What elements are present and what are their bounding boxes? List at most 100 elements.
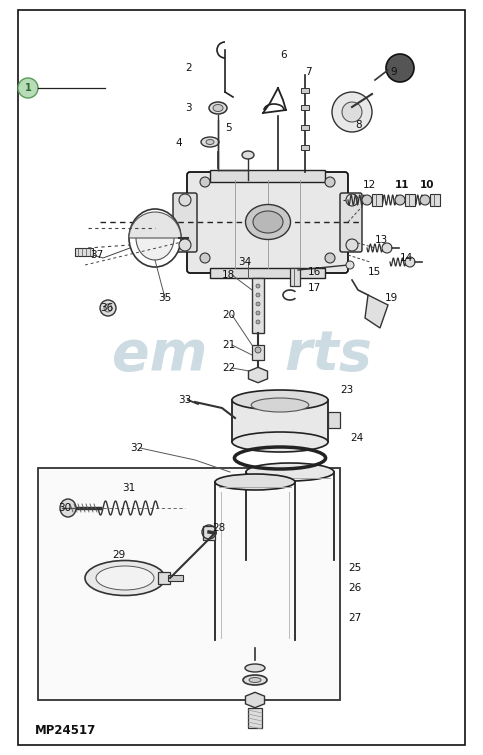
Text: 12: 12 [363, 180, 376, 190]
Ellipse shape [246, 463, 334, 481]
Circle shape [256, 311, 260, 315]
Text: 15: 15 [368, 267, 381, 277]
Text: 8: 8 [355, 120, 362, 130]
Ellipse shape [243, 675, 267, 685]
Circle shape [255, 347, 261, 353]
Bar [301, 125, 309, 130]
Circle shape [395, 195, 405, 205]
Text: 11: 11 [395, 180, 410, 190]
Ellipse shape [245, 664, 265, 672]
Bar [203, 526, 215, 540]
Bar [301, 105, 309, 110]
Text: 35: 35 [158, 293, 171, 303]
Polygon shape [365, 295, 388, 328]
Circle shape [362, 195, 372, 205]
Text: 23: 23 [340, 385, 353, 395]
Ellipse shape [136, 216, 174, 260]
Bar [290, 268, 300, 286]
Bar [252, 278, 264, 333]
Ellipse shape [206, 140, 214, 144]
Bar [301, 88, 309, 93]
Text: 31: 31 [122, 483, 135, 493]
Text: 20: 20 [222, 310, 235, 320]
Text: 7: 7 [305, 67, 312, 77]
Ellipse shape [96, 566, 154, 590]
Circle shape [405, 257, 415, 267]
Circle shape [346, 261, 354, 269]
Bar [75, 248, 93, 256]
Circle shape [200, 253, 210, 263]
Text: 1: 1 [25, 83, 31, 93]
Polygon shape [245, 692, 265, 707]
Text: 27: 27 [348, 613, 361, 623]
Text: em    rts: em rts [112, 328, 371, 382]
Circle shape [179, 239, 191, 251]
Ellipse shape [251, 398, 309, 412]
Text: 26: 26 [348, 583, 361, 593]
Text: 32: 32 [130, 443, 143, 453]
Bar [328, 412, 340, 428]
Circle shape [18, 78, 38, 98]
Ellipse shape [85, 560, 165, 596]
Ellipse shape [245, 205, 290, 239]
Text: 34: 34 [238, 257, 251, 267]
Text: 22: 22 [222, 363, 235, 373]
Text: 10: 10 [420, 180, 435, 190]
Bar [210, 170, 325, 182]
Ellipse shape [249, 677, 261, 683]
Polygon shape [254, 370, 262, 375]
Bar [232, 400, 328, 442]
Ellipse shape [209, 102, 227, 114]
Bar [301, 145, 309, 150]
Circle shape [256, 284, 260, 288]
Text: 9: 9 [390, 67, 397, 77]
Bar [252, 345, 264, 360]
Text: 18: 18 [222, 270, 235, 280]
Circle shape [256, 293, 260, 297]
Circle shape [420, 195, 430, 205]
Text: 13: 13 [375, 235, 388, 245]
Text: 37: 37 [90, 250, 103, 260]
FancyBboxPatch shape [173, 193, 197, 252]
Bar [158, 572, 170, 584]
Circle shape [346, 194, 358, 206]
Text: 6: 6 [280, 50, 286, 60]
Bar [248, 708, 262, 728]
Bar [38, 468, 340, 700]
Circle shape [342, 102, 362, 122]
Circle shape [179, 194, 191, 206]
Bar [168, 575, 183, 581]
Text: 29: 29 [112, 550, 125, 560]
Wedge shape [129, 212, 181, 238]
Text: 17: 17 [308, 283, 321, 293]
Text: MP24517: MP24517 [35, 723, 96, 736]
Bar [405, 194, 415, 206]
Ellipse shape [253, 211, 283, 233]
Ellipse shape [129, 209, 181, 267]
Circle shape [382, 243, 392, 253]
Circle shape [104, 304, 112, 312]
Bar [210, 268, 325, 278]
Bar [372, 194, 382, 206]
Circle shape [325, 253, 335, 263]
FancyBboxPatch shape [187, 172, 348, 273]
Text: 28: 28 [212, 523, 225, 533]
Text: 14: 14 [400, 253, 413, 263]
Circle shape [256, 302, 260, 306]
Text: 5: 5 [225, 123, 232, 133]
Ellipse shape [215, 474, 295, 490]
Bar [430, 194, 440, 206]
Text: 3: 3 [185, 103, 192, 113]
Ellipse shape [232, 432, 328, 452]
Text: 36: 36 [100, 303, 113, 313]
Text: 21: 21 [222, 340, 235, 350]
Text: 16: 16 [308, 267, 321, 277]
Text: 24: 24 [350, 433, 363, 443]
Text: 30: 30 [58, 503, 71, 513]
Ellipse shape [242, 151, 254, 159]
Ellipse shape [60, 499, 76, 517]
Circle shape [256, 320, 260, 324]
Circle shape [325, 177, 335, 187]
Text: 2: 2 [185, 63, 192, 73]
Text: 4: 4 [175, 138, 182, 148]
